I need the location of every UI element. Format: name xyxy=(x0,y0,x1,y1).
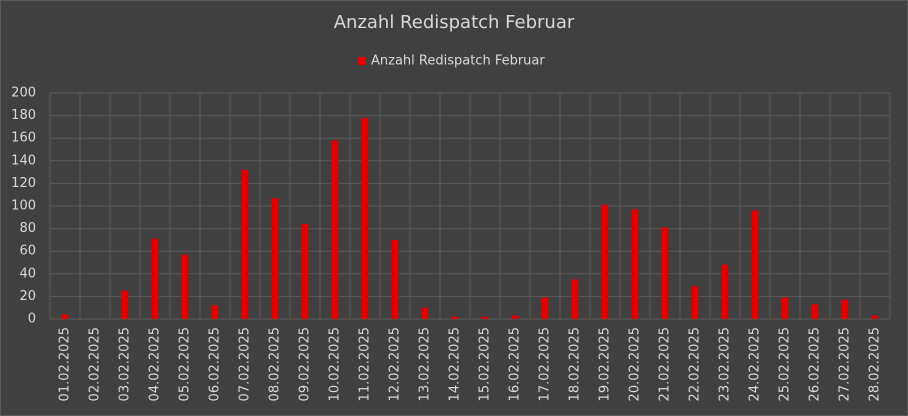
legend-label: Anzahl Redispatch Februar xyxy=(371,54,545,69)
bar xyxy=(421,307,429,319)
x-tick-label: 03.02.2025 xyxy=(118,327,133,401)
x-tick-label: 07.02.2025 xyxy=(238,327,253,401)
bar xyxy=(721,264,729,319)
legend-marker xyxy=(358,57,366,65)
bar xyxy=(391,239,399,319)
x-tick-label: 18.02.2025 xyxy=(568,327,583,401)
x-tick-label: 06.02.2025 xyxy=(208,327,223,401)
x-tick-label: 26.02.2025 xyxy=(808,327,823,401)
bar xyxy=(661,227,669,319)
x-tick-label: 04.02.2025 xyxy=(148,327,163,401)
x-tick-label: 09.02.2025 xyxy=(298,327,313,401)
bar xyxy=(871,315,879,319)
bar xyxy=(301,224,309,319)
bar xyxy=(811,304,819,319)
bar xyxy=(691,286,699,319)
bar xyxy=(121,290,129,319)
bar xyxy=(541,297,549,319)
x-tick-label: 28.02.2025 xyxy=(868,327,883,401)
y-tick-label: 0 xyxy=(28,312,36,327)
bar xyxy=(331,140,339,319)
x-tick-label: 01.02.2025 xyxy=(58,327,73,401)
x-tick-label: 11.02.2025 xyxy=(358,327,373,401)
x-tick-label: 19.02.2025 xyxy=(598,327,613,401)
x-tick-label: 15.02.2025 xyxy=(478,327,493,401)
x-tick-label: 13.02.2025 xyxy=(418,327,433,401)
chart-title: Anzahl Redispatch Februar xyxy=(334,12,575,33)
x-tick-label: 10.02.2025 xyxy=(328,327,343,401)
bar xyxy=(61,314,69,319)
x-tick-label: 22.02.2025 xyxy=(688,327,703,401)
x-tick-label: 05.02.2025 xyxy=(178,327,193,401)
bar xyxy=(841,299,849,319)
bar xyxy=(451,316,459,319)
x-tick-label: 25.02.2025 xyxy=(778,327,793,401)
x-tick-label: 16.02.2025 xyxy=(508,327,523,401)
x-tick-label: 23.02.2025 xyxy=(718,327,733,401)
x-tick-label: 27.02.2025 xyxy=(838,327,853,401)
bar xyxy=(241,169,249,319)
bar xyxy=(151,238,159,319)
y-tick-label: 20 xyxy=(19,289,36,304)
bar xyxy=(781,297,789,319)
y-tick-label: 100 xyxy=(11,199,36,214)
y-tick-label: 160 xyxy=(11,131,36,146)
y-tick-label: 60 xyxy=(19,244,36,259)
y-tick-label: 140 xyxy=(11,153,36,168)
bar xyxy=(601,204,609,319)
y-tick-label: 180 xyxy=(11,108,36,123)
x-tick-label: 17.02.2025 xyxy=(538,327,553,401)
x-tick-label: 08.02.2025 xyxy=(268,327,283,401)
bar xyxy=(511,315,519,319)
bar xyxy=(751,210,759,319)
x-tick-label: 21.02.2025 xyxy=(658,327,673,401)
bar xyxy=(631,209,639,319)
y-tick-label: 40 xyxy=(19,266,36,281)
bar xyxy=(571,279,579,319)
y-tick-label: 80 xyxy=(19,221,36,236)
bar xyxy=(211,305,219,319)
bar xyxy=(181,254,189,319)
bar xyxy=(271,198,279,319)
x-tick-label: 12.02.2025 xyxy=(388,327,403,401)
x-tick-label: 14.02.2025 xyxy=(448,327,463,401)
x-tick-label: 24.02.2025 xyxy=(748,327,763,401)
y-tick-label: 200 xyxy=(11,86,36,101)
x-tick-label: 02.02.2025 xyxy=(88,327,103,401)
bar xyxy=(481,316,489,319)
x-tick-label: 20.02.2025 xyxy=(628,327,643,401)
bar xyxy=(361,117,369,319)
y-tick-label: 120 xyxy=(11,176,36,191)
